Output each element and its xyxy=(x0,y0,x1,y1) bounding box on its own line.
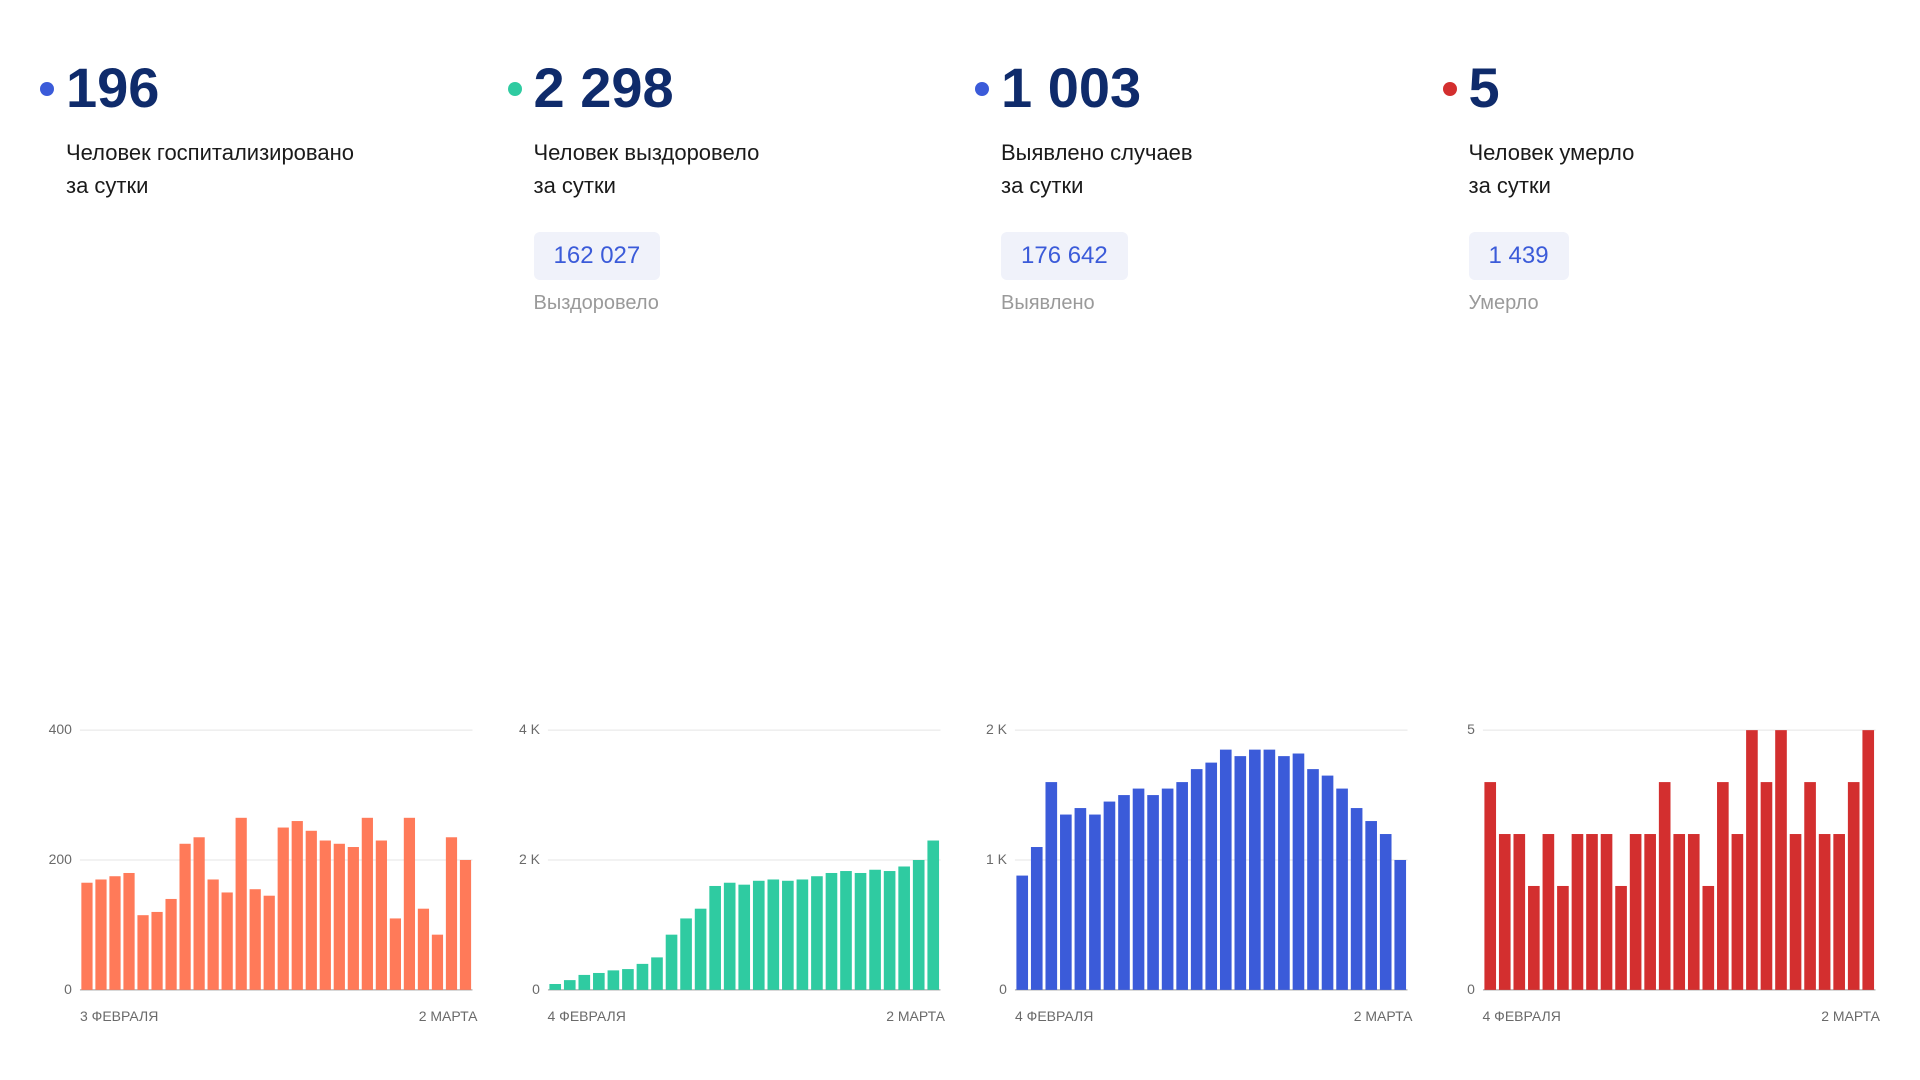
chart-hospitalized: 0 200 400 3 ФЕВРАЛЯ 2 МАРТА xyxy=(40,720,478,1040)
stat-value: 196 xyxy=(66,60,159,116)
stat-label-line1: Человек госпитализировано xyxy=(66,136,478,169)
total-block: 176 642 Выявлено xyxy=(1001,232,1413,315)
svg-text:5: 5 xyxy=(1467,721,1475,737)
total-label: Выявлено xyxy=(1001,292,1413,315)
x-end-label: 2 МАРТА xyxy=(1821,1008,1880,1024)
panel-hospitalized: 196 Человек госпитализировано за сутки 0… xyxy=(40,60,478,1040)
stat-label-line1: Выявлено случаев xyxy=(1001,136,1413,169)
total-badge: 162 027 xyxy=(534,232,661,280)
x-end-label: 2 МАРТА xyxy=(886,1008,945,1024)
panel-detected: 1 003 Выявлено случаев за сутки 176 642 … xyxy=(975,60,1413,1040)
stat-label: Человек госпитализировано за сутки xyxy=(66,136,478,202)
x-axis-labels: 4 ФЕВРАЛЯ 2 МАРТА xyxy=(975,1008,1413,1024)
stat-label-line1: Человек выздоровело xyxy=(534,136,946,169)
chart-detected: 0 1 K 2 K 4 ФЕВРАЛЯ 2 МАРТА xyxy=(975,720,1413,1040)
stat-label-line2: за сутки xyxy=(66,169,478,202)
svg-text:0: 0 xyxy=(64,981,72,997)
chart-svg: 0 2 K 4 K xyxy=(508,720,946,1000)
dot-icon xyxy=(1443,82,1457,96)
x-axis-labels: 4 ФЕВРАЛЯ 2 МАРТА xyxy=(508,1008,946,1024)
chart-svg: 05 xyxy=(1443,720,1881,1000)
svg-text:4 K: 4 K xyxy=(518,721,540,737)
x-axis-labels: 3 ФЕВРАЛЯ 2 МАРТА xyxy=(40,1008,478,1024)
stat-header: 1 003 xyxy=(975,60,1413,116)
total-label: Выздоровело xyxy=(534,292,946,315)
stat-header: 2 298 xyxy=(508,60,946,116)
svg-text:0: 0 xyxy=(999,981,1007,997)
svg-text:1 K: 1 K xyxy=(986,851,1008,867)
stat-label-line2: за сутки xyxy=(1469,169,1881,202)
stat-label-line2: за сутки xyxy=(1001,169,1413,202)
stat-value: 2 298 xyxy=(534,60,674,116)
chart-recovered: 0 2 K 4 K 4 ФЕВРАЛЯ 2 МАРТА xyxy=(508,720,946,1040)
total-badge: 176 642 xyxy=(1001,232,1128,280)
panel-deaths: 5 Человек умерло за сутки 1 439 Умерло 0… xyxy=(1443,60,1881,1040)
total-block: 162 027 Выздоровело xyxy=(534,232,946,315)
chart-svg: 0 200 400 xyxy=(40,720,478,1000)
chart-svg: 0 1 K 2 K xyxy=(975,720,1413,1000)
svg-text:200: 200 xyxy=(49,851,73,867)
x-end-label: 2 МАРТА xyxy=(1354,1008,1413,1024)
stat-header: 5 xyxy=(1443,60,1881,116)
x-start-label: 4 ФЕВРАЛЯ xyxy=(1015,1008,1093,1024)
dashboard: 196 Человек госпитализировано за сутки 0… xyxy=(40,60,1880,1040)
stat-header: 196 xyxy=(40,60,478,116)
x-end-label: 2 МАРТА xyxy=(419,1008,478,1024)
dot-icon xyxy=(975,82,989,96)
x-start-label: 3 ФЕВРАЛЯ xyxy=(80,1008,158,1024)
stat-label: Человек умерло за сутки xyxy=(1469,136,1881,202)
svg-text:2 K: 2 K xyxy=(518,851,540,867)
x-start-label: 4 ФЕВРАЛЯ xyxy=(1483,1008,1561,1024)
chart-deaths: 05 4 ФЕВРАЛЯ 2 МАРТА xyxy=(1443,720,1881,1040)
x-start-label: 4 ФЕВРАЛЯ xyxy=(548,1008,626,1024)
svg-text:0: 0 xyxy=(532,981,540,997)
total-label: Умерло xyxy=(1469,292,1881,315)
panel-recovered: 2 298 Человек выздоровело за сутки 162 0… xyxy=(508,60,946,1040)
svg-text:400: 400 xyxy=(49,721,73,737)
x-axis-labels: 4 ФЕВРАЛЯ 2 МАРТА xyxy=(1443,1008,1881,1024)
stat-value: 1 003 xyxy=(1001,60,1141,116)
stat-label-line1: Человек умерло xyxy=(1469,136,1881,169)
dot-icon xyxy=(40,82,54,96)
total-badge: 1 439 xyxy=(1469,232,1569,280)
svg-text:2 K: 2 K xyxy=(986,721,1008,737)
total-block: 1 439 Умерло xyxy=(1469,232,1881,315)
stat-label-line2: за сутки xyxy=(534,169,946,202)
svg-text:0: 0 xyxy=(1467,981,1475,997)
stat-value: 5 xyxy=(1469,60,1500,116)
stat-label: Человек выздоровело за сутки xyxy=(534,136,946,202)
stat-label: Выявлено случаев за сутки xyxy=(1001,136,1413,202)
dot-icon xyxy=(508,82,522,96)
